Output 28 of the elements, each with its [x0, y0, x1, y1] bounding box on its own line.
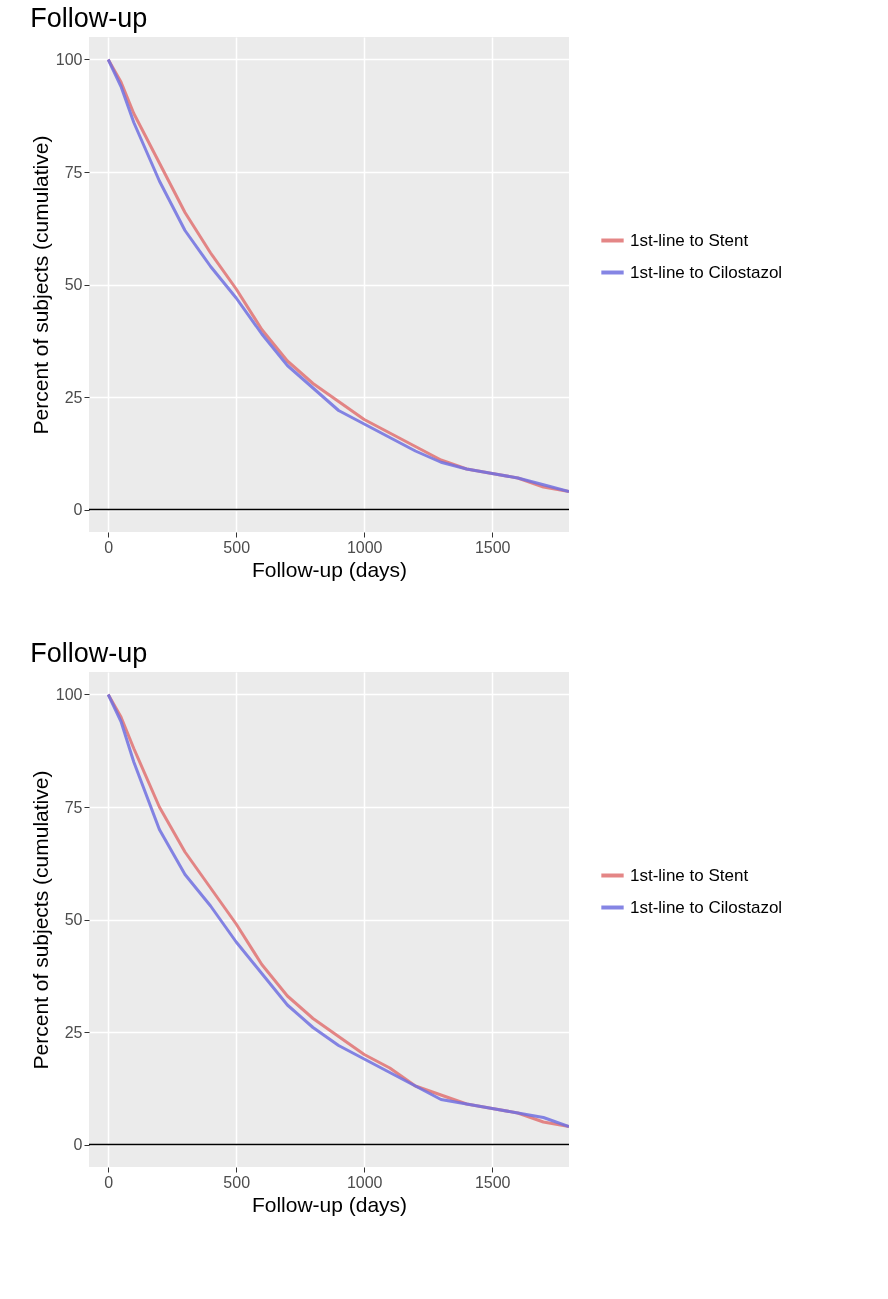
- legend-label: 1st-line to Cilostazol: [630, 262, 783, 282]
- x-tick-label: 1000: [346, 538, 383, 556]
- y-tick-label: 0: [73, 501, 83, 518]
- x-tick-label: 0: [104, 1173, 114, 1191]
- chart-title: Follow-up: [30, 3, 148, 33]
- y-tick-label: 50: [64, 911, 83, 928]
- x-axis-title: Follow-up (days): [251, 1192, 408, 1216]
- legend-label: 1st-line to Stent: [630, 865, 749, 885]
- y-axis-title: Percent of subjects (cumulative): [28, 135, 52, 435]
- x-axis-title: Follow-up (days): [251, 557, 408, 581]
- x-tick-label: 1000: [346, 1173, 383, 1191]
- x-tick-label: 500: [223, 538, 251, 556]
- x-tick-label: 1500: [474, 1173, 511, 1191]
- legend-label: 1st-line to Cilostazol: [630, 897, 783, 917]
- y-tick-label: 100: [55, 686, 83, 703]
- y-tick-label: 100: [55, 51, 83, 68]
- x-tick-label: 500: [223, 1173, 251, 1191]
- y-tick-label: 0: [73, 1136, 83, 1153]
- x-tick-label: 0: [104, 538, 114, 556]
- y-tick-label: 75: [64, 163, 83, 181]
- y-tick-label: 25: [64, 1023, 83, 1041]
- chart-title: Follow-up: [30, 638, 148, 668]
- y-tick-label: 25: [64, 388, 83, 406]
- y-axis-title: Percent of subjects (cumulative): [28, 770, 52, 1070]
- x-tick-label: 1500: [474, 538, 511, 556]
- y-tick-label: 50: [64, 276, 83, 293]
- legend-label: 1st-line to Stent: [630, 230, 749, 250]
- y-tick-label: 75: [64, 798, 83, 816]
